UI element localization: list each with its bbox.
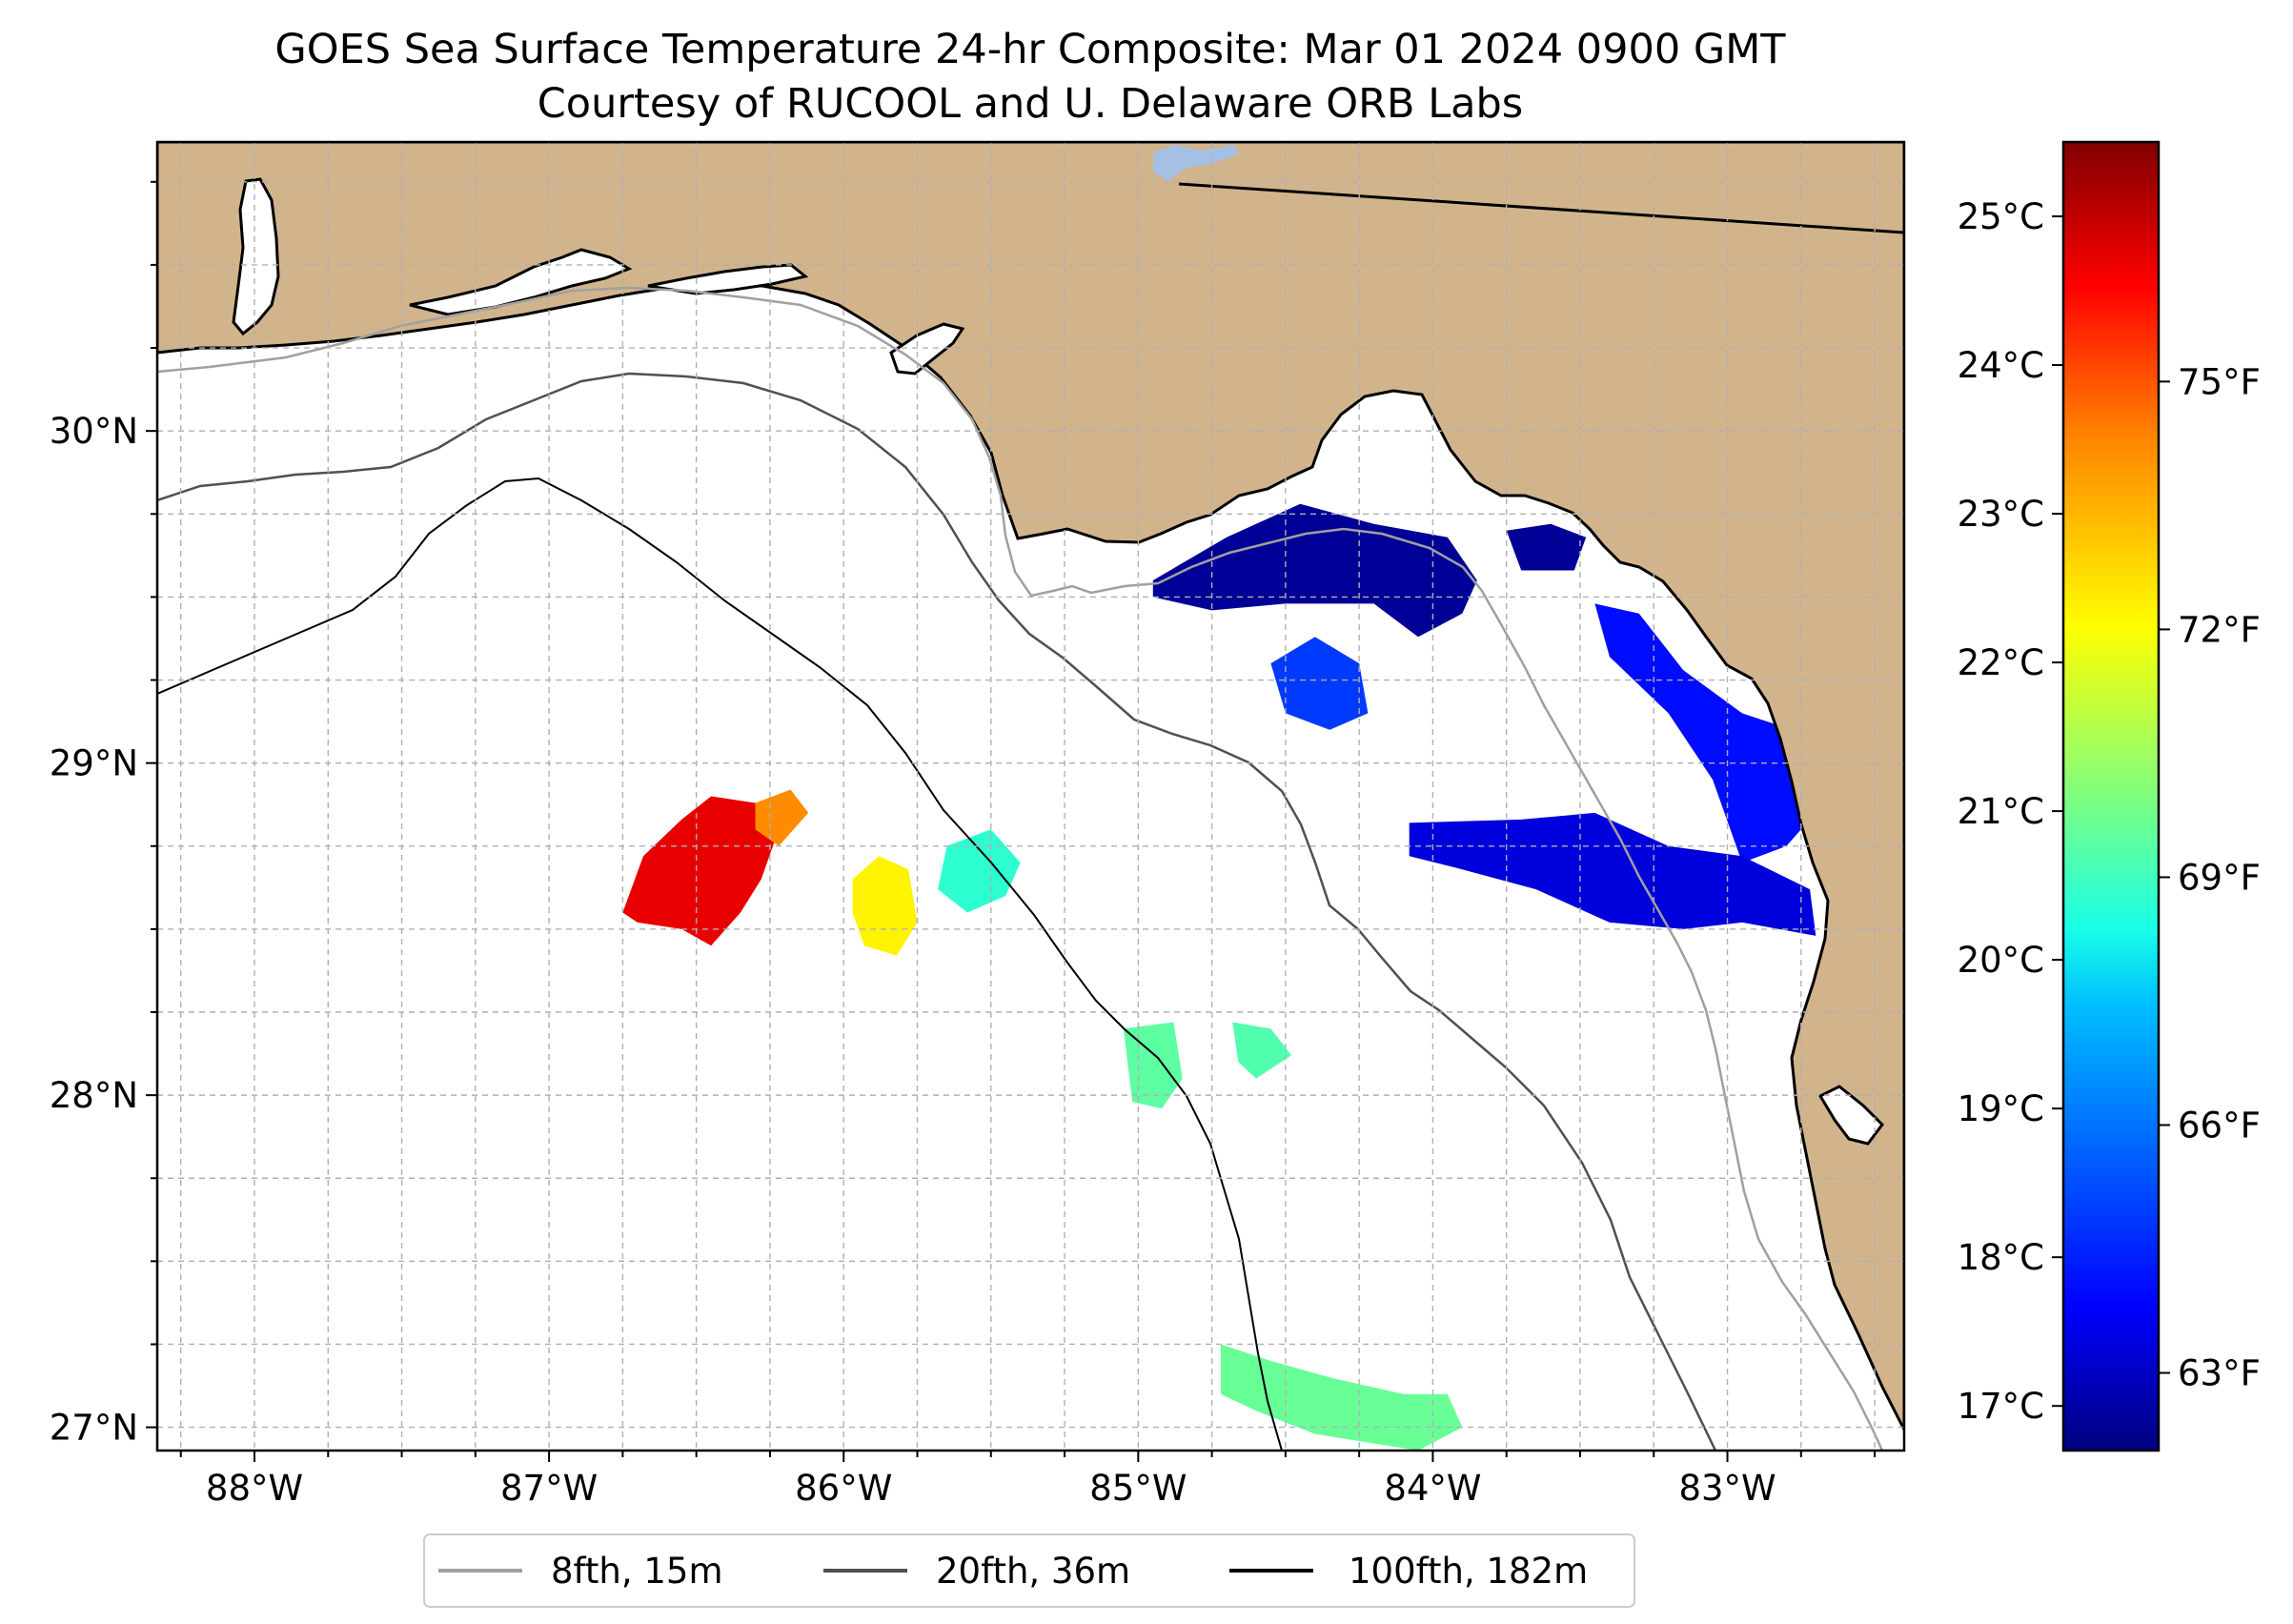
gridlines <box>157 142 1904 1451</box>
colorbar-celsius-label: 17°C <box>1958 1386 2044 1427</box>
choctaw-bay <box>647 263 809 295</box>
colorbar-celsius-label: 22°C <box>1958 642 2044 683</box>
sst-patch-western-warm-edge <box>755 789 809 846</box>
lon-tick-label: 85°W <box>1089 1468 1187 1509</box>
latitude-axis: 27°N 28°N 29°N 30°N <box>50 180 157 1449</box>
lake-seminole <box>1153 145 1239 181</box>
colorbar-celsius-axis: 17°C 18°C 19°C 20°C 21°C 22°C 23°C 24°C 25°C <box>1958 196 2063 1427</box>
isobath-8fth <box>157 286 1884 1451</box>
sst-patch-southern-green-strip <box>1220 1344 1463 1451</box>
lat-tick-label: 29°N <box>50 743 138 784</box>
lon-tick-label: 84°W <box>1384 1468 1481 1509</box>
legend-frame <box>423 1533 1635 1608</box>
st-andrew-bay <box>889 322 965 376</box>
legend: 8fth, 15m 20fth, 36m 100fth, 182m <box>423 1533 1635 1608</box>
sst-patch-offshore-blue-patch <box>1270 637 1369 730</box>
lat-tick-label: 28°N <box>50 1075 138 1116</box>
colorbar-celsius-label: 23°C <box>1958 494 2044 535</box>
sst-patch-steinhatchee-cold <box>1506 523 1587 571</box>
colorbar-celsius-label: 18°C <box>1958 1237 2044 1278</box>
colorbar-fahrenheit-label: 75°F <box>2178 361 2261 402</box>
colorbar-celsius-label: 20°C <box>1958 940 2044 981</box>
sst-patch-western-warm-patch <box>622 796 780 946</box>
colorbar-celsius-label: 24°C <box>1958 345 2044 386</box>
colorbar-celsius-label: 21°C <box>1958 791 2044 832</box>
title-line-1: GOES Sea Surface Temperature 24-hr Compo… <box>274 26 1786 73</box>
legend-label-8fth: 8fth, 15m <box>551 1551 723 1592</box>
colorbar-fahrenheit-axis: 63°F 66°F 69°F 72°F 75°F <box>2159 361 2261 1394</box>
longitude-axis: 88°W 87°W 86°W 85°W 84°W 83°W <box>179 1451 1877 1509</box>
sst-patch-south-green-2 <box>1232 1022 1292 1079</box>
map-frame <box>155 140 1906 1452</box>
colorbar-celsius-label: 19°C <box>1958 1088 2044 1129</box>
sst-patch-central-cyan-patch <box>938 829 1021 913</box>
lon-tick-label: 83°W <box>1678 1468 1776 1509</box>
title-line-2: Courtesy of RUCOOL and U. Delaware ORB L… <box>538 80 1523 128</box>
state-boundary <box>1178 182 1904 234</box>
mobile-bay <box>232 177 280 336</box>
lon-tick-label: 87°W <box>500 1468 598 1509</box>
colorbar-celsius-label: 25°C <box>1958 196 2044 237</box>
colorbar-fahrenheit-label: 72°F <box>2178 609 2261 650</box>
isobath-100fth <box>157 477 1283 1451</box>
colorbar-fahrenheit-label: 69°F <box>2178 857 2261 898</box>
colorbar <box>2061 140 2161 1452</box>
lat-tick-label: 27°N <box>50 1408 138 1449</box>
colorbar-fahrenheit-label: 66°F <box>2178 1105 2261 1146</box>
sst-patch-big-bend-blue-north <box>1594 603 1816 863</box>
lon-tick-label: 86°W <box>795 1468 892 1509</box>
map-area <box>157 142 1904 1451</box>
legend-label-100fth: 100fth, 182m <box>1349 1551 1588 1592</box>
lat-tick-label: 30°N <box>50 411 138 452</box>
isobath-20fth <box>157 372 1717 1451</box>
sst-data-layer <box>622 503 1816 1451</box>
sst-patch-big-bend-blue-south <box>1409 812 1816 936</box>
sst-patch-central-yellow-patch <box>852 856 918 956</box>
lon-tick-label: 88°W <box>206 1468 303 1509</box>
colorbar-fahrenheit-label: 63°F <box>2178 1353 2261 1394</box>
legend-label-20fth: 20fth, 36m <box>936 1551 1130 1592</box>
tampa-bay <box>1817 1085 1884 1146</box>
